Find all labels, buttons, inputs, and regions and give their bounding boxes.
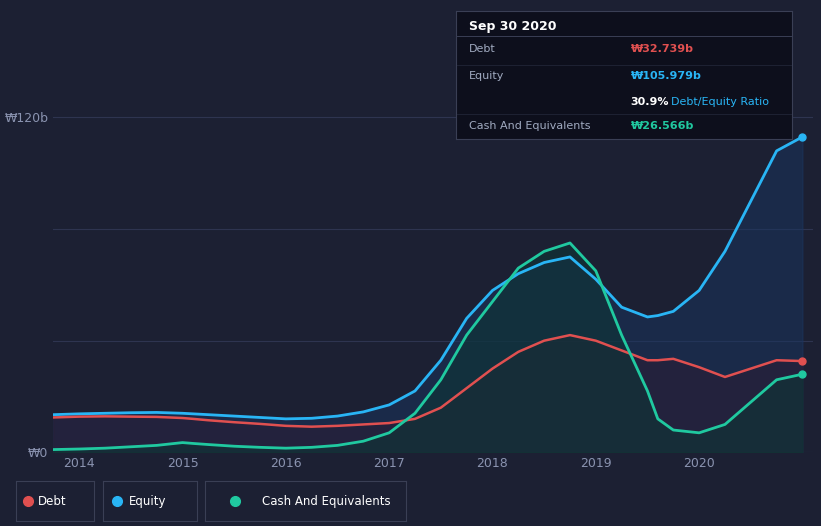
Text: Equity: Equity [129,494,167,508]
Text: Debt/Equity Ratio: Debt/Equity Ratio [671,97,769,107]
Text: Equity: Equity [469,71,504,81]
Text: ₩105.979b: ₩105.979b [631,71,702,81]
Text: 30.9%: 30.9% [631,97,669,107]
Text: Cash And Equivalents: Cash And Equivalents [262,494,390,508]
Text: Sep 30 2020: Sep 30 2020 [469,19,557,33]
Text: Debt: Debt [39,494,67,508]
Text: Cash And Equivalents: Cash And Equivalents [469,122,590,132]
Text: Debt: Debt [469,44,496,54]
Text: ₩32.739b: ₩32.739b [631,44,694,54]
Text: ₩26.566b: ₩26.566b [631,122,694,132]
